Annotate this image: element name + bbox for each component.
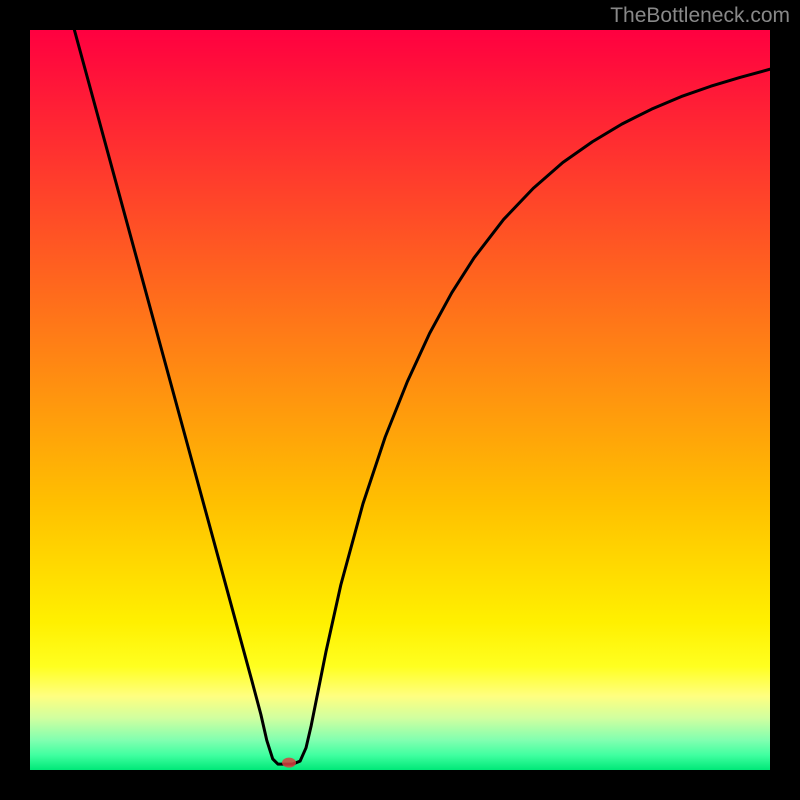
bottleneck-curve — [30, 30, 770, 764]
optimum-marker — [282, 758, 296, 768]
watermark-text: TheBottleneck.com — [610, 4, 790, 28]
curve-layer — [30, 30, 770, 770]
plot-area — [30, 30, 770, 770]
